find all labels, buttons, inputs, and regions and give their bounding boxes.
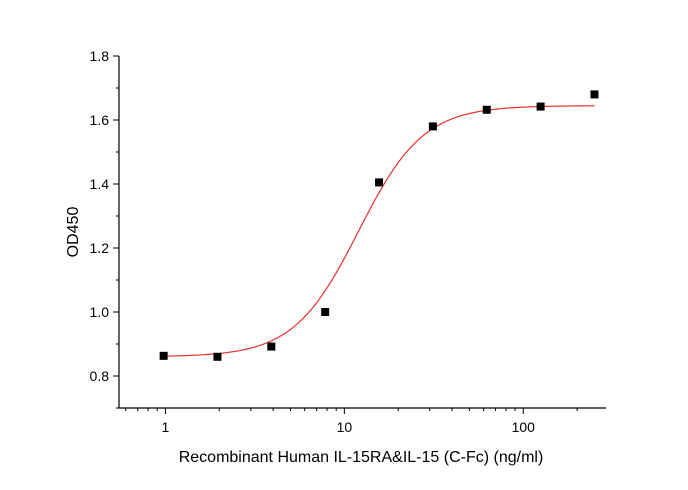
y-tick-label: 1.4 [90, 176, 110, 192]
y-axis-title: OD450 [65, 207, 82, 258]
data-point [213, 352, 222, 361]
data-point [159, 351, 168, 360]
data-point [375, 178, 384, 187]
data-point [321, 308, 330, 316]
fit-curve [163, 105, 595, 357]
x-tick-label: 10 [337, 419, 353, 435]
axes [118, 56, 606, 409]
y-tick-label: 1.2 [90, 240, 110, 256]
y-tick-label: 1.6 [90, 112, 110, 128]
x-tick-label: 100 [512, 419, 536, 435]
ticks [113, 55, 578, 414]
x-tick-label: 1 [162, 419, 170, 435]
data-point [590, 90, 599, 99]
y-tick-label: 1.8 [90, 48, 110, 64]
y-tick-label: 1.0 [90, 304, 110, 320]
tick-labels: 0.8 1.0 1.2 1.4 1.6 1.8 1 10 100 [90, 48, 536, 435]
data-point [267, 342, 276, 351]
data-points [159, 90, 599, 361]
data-point [428, 122, 437, 131]
data-point [482, 105, 491, 114]
x-axis-title: Recombinant Human IL-15RA&IL-15 (C-Fc) (… [179, 449, 544, 466]
data-point [536, 102, 545, 111]
y-tick-label: 0.8 [90, 368, 110, 384]
